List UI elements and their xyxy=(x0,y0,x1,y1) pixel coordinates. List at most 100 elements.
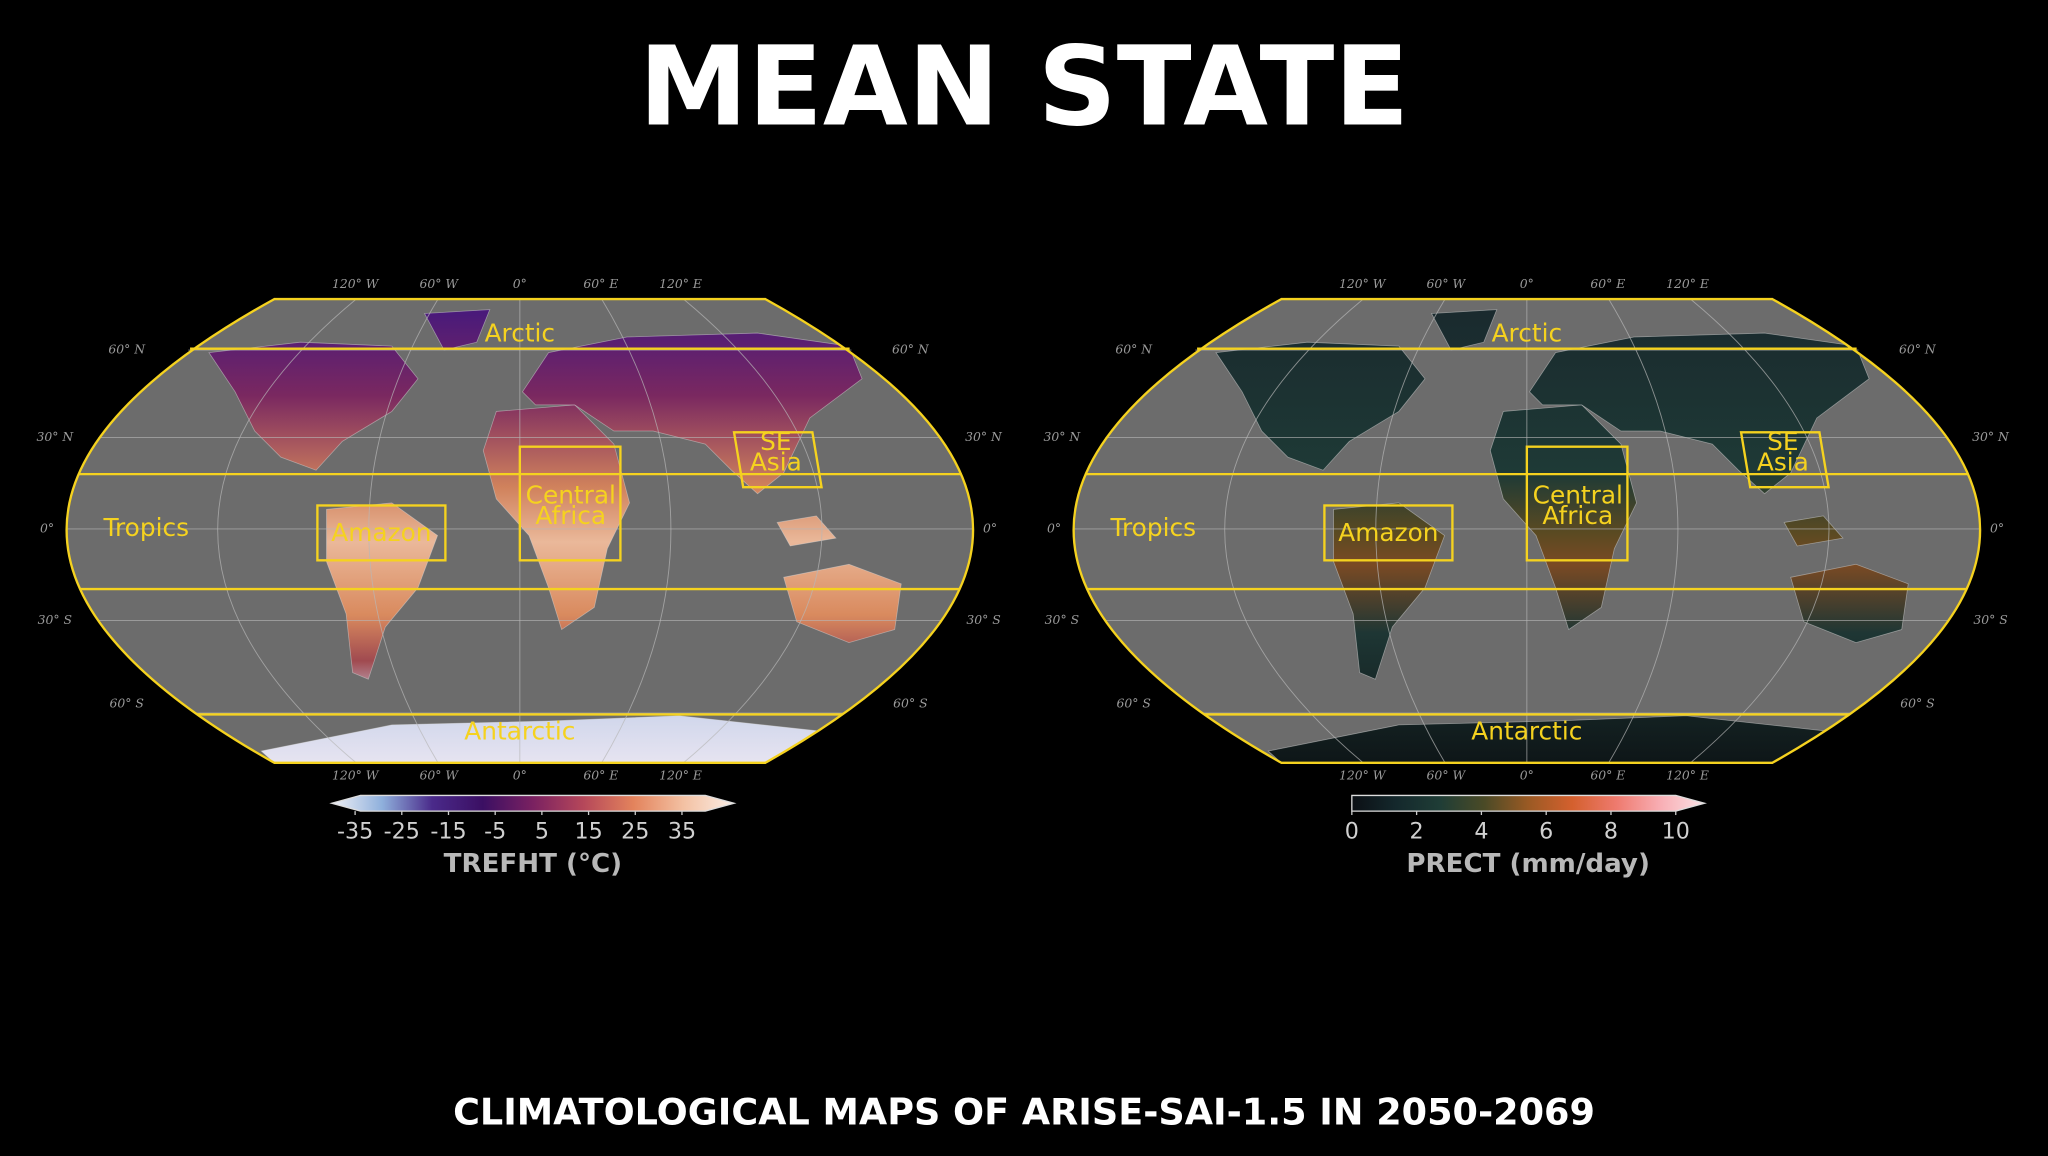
region-box xyxy=(732,431,823,489)
meridian xyxy=(1690,298,1830,764)
lat-label: 60° N xyxy=(1115,342,1153,357)
region-box xyxy=(1739,431,1830,489)
meridian xyxy=(368,298,439,764)
lat-label: 60° N xyxy=(108,342,146,357)
region-label: Africa xyxy=(535,501,606,530)
region-outline xyxy=(1072,297,1982,764)
lat-label: 30° S xyxy=(1973,612,2007,627)
lon-label: 0° xyxy=(1520,276,1534,291)
continent xyxy=(1267,715,1832,763)
colorbar-tick-label: -25 xyxy=(384,819,420,845)
lon-label: 0° xyxy=(1520,767,1534,782)
meridian xyxy=(1608,298,1679,764)
lat-label: 30° S xyxy=(38,612,72,627)
continent xyxy=(1333,502,1446,680)
region-label: Asia xyxy=(750,448,802,477)
region-label: Amazon xyxy=(331,518,431,547)
region-label: Tropics xyxy=(1110,513,1197,542)
lon-label: 0° xyxy=(513,767,527,782)
continent xyxy=(326,502,439,680)
region-label: Antarctic xyxy=(1471,717,1582,746)
lat-label: 30° N xyxy=(36,429,74,444)
land xyxy=(208,309,902,763)
lat-label: 30° S xyxy=(966,612,1000,627)
lon-label: 0° xyxy=(513,276,527,291)
region-label: Amazon xyxy=(1338,518,1438,547)
region-label: SE xyxy=(1767,427,1798,456)
lon-label: 60° W xyxy=(1427,276,1467,291)
region-label: Central xyxy=(526,480,616,509)
lon-label: 120° W xyxy=(1339,276,1387,291)
region-label: Arctic xyxy=(1492,318,1563,347)
slide-subtitle: CLIMATOLOGICAL MAPS OF ARISE-SAI-1.5 IN … xyxy=(453,1091,1595,1134)
lat-label: 0° xyxy=(40,520,54,535)
colorbar-tick-label: -5 xyxy=(484,819,506,845)
lat-label: 30° S xyxy=(1045,612,1079,627)
slide-title: MEAN STATE xyxy=(639,22,1410,150)
meridian xyxy=(601,298,672,764)
continent xyxy=(1215,341,1426,471)
lat-label: 0° xyxy=(1990,520,2004,535)
region-box xyxy=(1323,504,1454,562)
continent xyxy=(208,341,419,471)
lat-label: 60° S xyxy=(109,696,143,711)
region-label: SE xyxy=(760,427,791,456)
meridian xyxy=(1224,298,1364,764)
region-label: Asia xyxy=(1757,448,1809,477)
region-box xyxy=(1525,445,1629,562)
colorbar-tick-label: 2 xyxy=(1410,819,1424,845)
colorbar-tick-label: 8 xyxy=(1604,819,1618,845)
region-box xyxy=(316,504,447,562)
lon-label: 60° W xyxy=(420,767,460,782)
lon-label: 120° E xyxy=(659,276,702,291)
lon-label: 120° W xyxy=(332,276,380,291)
continent xyxy=(783,563,902,644)
colorbar-tick-label: 10 xyxy=(1662,819,1690,845)
region-label: Arctic xyxy=(485,318,556,347)
colorbar-label: PRECT (mm/day) xyxy=(1406,849,1649,879)
continent xyxy=(423,309,491,351)
lon-label: 120° W xyxy=(1339,767,1387,782)
lon-label: 60° E xyxy=(583,767,618,782)
region-label: Africa xyxy=(1542,501,1613,530)
lon-label: 60° E xyxy=(1590,276,1625,291)
meridian xyxy=(1375,298,1446,764)
lat-label: 60° S xyxy=(1900,696,1934,711)
colorbar-tick-label: 6 xyxy=(1539,819,1553,845)
colorbar-tick-label: -35 xyxy=(337,819,373,845)
colorbar-tick-label: 4 xyxy=(1474,819,1488,845)
colorbar xyxy=(1351,794,1707,812)
colorbar-label: TREFHT (°C) xyxy=(444,849,622,879)
lon-label: 120° E xyxy=(659,767,702,782)
lon-label: 60° E xyxy=(583,276,618,291)
region-box xyxy=(518,445,622,562)
colorbar-tick-label: -15 xyxy=(430,819,466,845)
continent xyxy=(1783,515,1844,547)
colorbar-tick-label: 35 xyxy=(668,819,696,845)
lon-label: 120° E xyxy=(1666,276,1709,291)
colorbar xyxy=(329,794,737,812)
continent xyxy=(260,715,825,763)
lon-label: 60° E xyxy=(1590,767,1625,782)
lat-label: 30° N xyxy=(1044,429,1082,444)
colorbar-tick-label: 25 xyxy=(621,819,649,845)
lon-label: 60° W xyxy=(1427,767,1467,782)
lat-label: 0° xyxy=(1047,520,1061,535)
lat-label: 60° N xyxy=(892,342,930,357)
colorbar-tick-label: 5 xyxy=(535,819,549,845)
meridian xyxy=(683,298,823,764)
lon-label: 120° E xyxy=(1666,767,1709,782)
continent xyxy=(1790,563,1909,644)
lat-label: 30° N xyxy=(965,429,1003,444)
region-label: Tropics xyxy=(103,513,190,542)
meridian xyxy=(217,298,357,764)
lat-label: 30° N xyxy=(1972,429,2010,444)
continent xyxy=(776,515,837,547)
continent xyxy=(1430,309,1498,351)
lat-label: 60° N xyxy=(1899,342,1937,357)
colorbar-tick-label: 0 xyxy=(1345,819,1359,845)
region-label: Central xyxy=(1533,480,1623,509)
